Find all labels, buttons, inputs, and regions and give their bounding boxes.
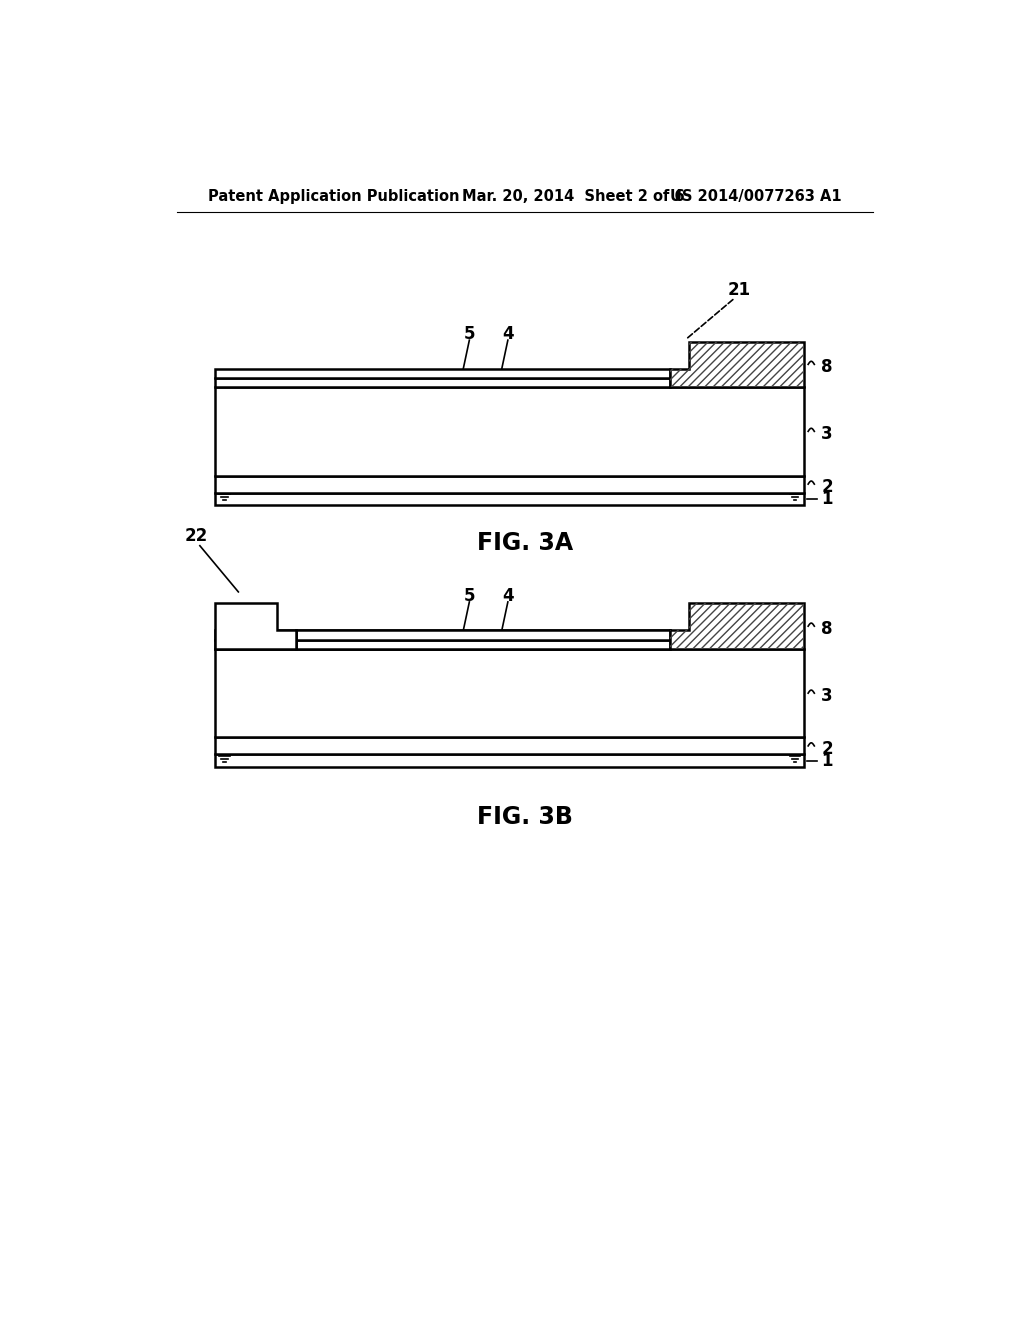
Text: Mar. 20, 2014  Sheet 2 of 6: Mar. 20, 2014 Sheet 2 of 6 (462, 189, 684, 205)
Bar (215, 387, 804, 475)
Text: FIG. 3B: FIG. 3B (477, 805, 572, 829)
Polygon shape (215, 603, 296, 649)
Text: 1: 1 (821, 751, 833, 770)
Bar (215, 475, 804, 492)
Text: 8: 8 (821, 359, 833, 376)
Text: 5: 5 (464, 587, 475, 605)
Text: FIG. 3A: FIG. 3A (477, 532, 572, 556)
Text: 3: 3 (821, 425, 833, 444)
Text: 3: 3 (821, 688, 833, 705)
Bar (215, 631, 296, 649)
Polygon shape (670, 603, 804, 649)
Text: 22: 22 (184, 527, 208, 545)
Bar (296, 640, 670, 649)
Text: 5: 5 (464, 325, 475, 343)
Bar (215, 492, 804, 506)
Text: 21: 21 (727, 281, 751, 300)
Bar (215, 368, 670, 378)
Text: 2: 2 (821, 478, 833, 496)
Bar (215, 631, 670, 640)
Text: US 2014/0077263 A1: US 2014/0077263 A1 (670, 189, 841, 205)
Text: 2: 2 (821, 741, 833, 758)
Polygon shape (670, 342, 804, 387)
Text: 1: 1 (821, 490, 833, 508)
Text: 4: 4 (502, 587, 514, 605)
Text: 4: 4 (502, 325, 514, 343)
Text: Patent Application Publication: Patent Application Publication (208, 189, 459, 205)
Bar (215, 640, 670, 649)
Bar (215, 378, 670, 387)
Bar (215, 738, 804, 755)
Bar (296, 631, 670, 640)
Bar (215, 649, 804, 738)
Bar (215, 755, 804, 767)
Text: 8: 8 (821, 620, 833, 639)
